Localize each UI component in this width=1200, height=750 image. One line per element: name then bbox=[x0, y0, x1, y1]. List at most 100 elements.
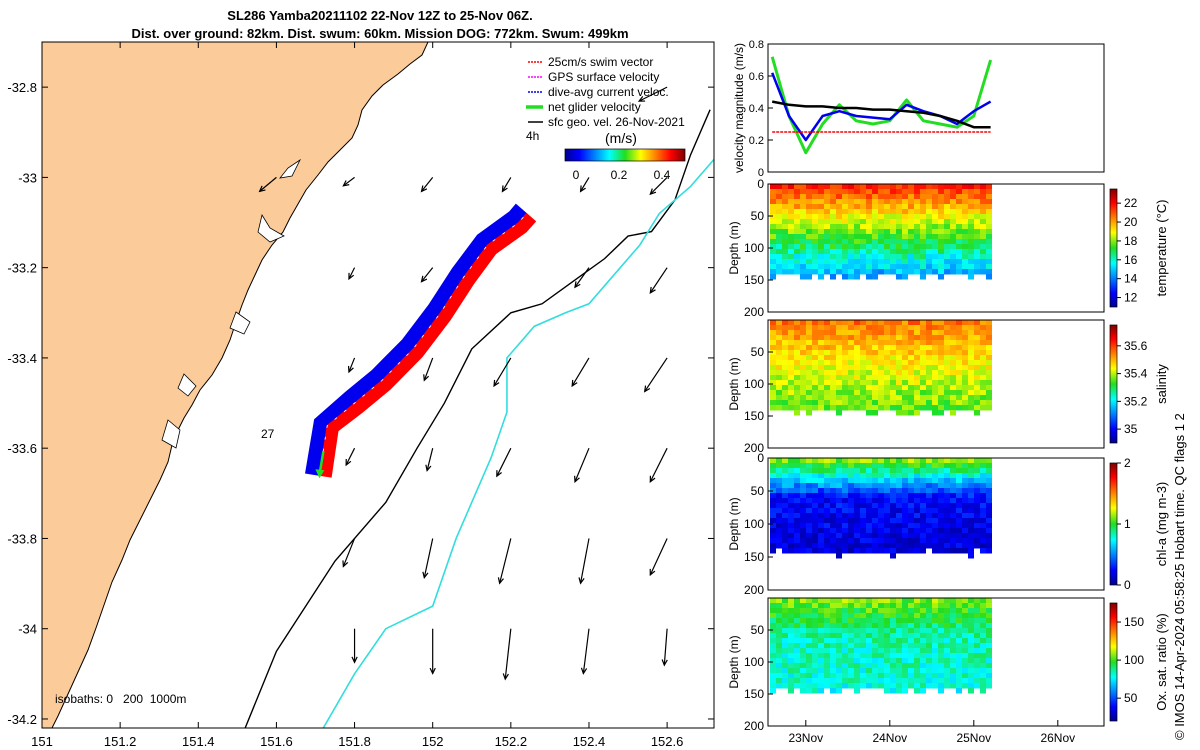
map-x-tick-label: 152.2 bbox=[495, 734, 528, 749]
section-y-tick-label: 0 bbox=[757, 451, 764, 465]
geo-vector-arrow bbox=[347, 357, 356, 374]
section-y-tick-label: 50 bbox=[751, 345, 765, 359]
map-y-tick-label: -33.4 bbox=[7, 351, 37, 366]
speed-colorbar-tick-1: 0.2 bbox=[611, 168, 628, 182]
section-y-tick-label: 200 bbox=[744, 583, 764, 597]
isobath-1000m-line bbox=[322, 158, 714, 728]
map-y-axis: -32.8 -33 -33.2 -33.4 -33.6 -33.8 -34 -34.2 bbox=[7, 80, 714, 727]
land-mass bbox=[42, 42, 429, 728]
speed-colorbar bbox=[564, 148, 686, 162]
section-y-tick-label: 200 bbox=[744, 305, 764, 319]
legend-dive-avg-label: dive-avg current veloc. bbox=[548, 85, 669, 99]
velocity-y-label: velocity magnitude (m/s) bbox=[732, 43, 746, 173]
geo-vector-arrow bbox=[580, 628, 590, 675]
isobath-200m-line bbox=[244, 109, 711, 728]
speed-colorbar-tick-2: 0.4 bbox=[654, 168, 671, 182]
section-panel: 0 50 100 150 200 Depth (m) 12 14 16 18 20 22 tempera… bbox=[727, 177, 1169, 319]
colorbar-tick-label: 35 bbox=[1124, 422, 1138, 436]
imos-footer: © IMOS 14-Apr-2024 05:58:25 Hobart time.… bbox=[1172, 413, 1187, 740]
geostrophic-vector-field bbox=[258, 86, 668, 681]
section-y-tick-label: 100 bbox=[744, 517, 764, 531]
isobath-legend-label: isobaths: 0 200 1000m bbox=[55, 692, 186, 706]
map-x-tick-label: 152 bbox=[422, 734, 444, 749]
colorbar-tick-label: 22 bbox=[1124, 196, 1138, 210]
map-x-tick-label: 152.4 bbox=[573, 734, 606, 749]
colorbar-tick-label: 150 bbox=[1124, 615, 1144, 629]
section-y-label: Depth (m) bbox=[727, 221, 741, 274]
colorbar-tick-label: 1 bbox=[1124, 517, 1131, 531]
section-y-tick-label: 150 bbox=[744, 273, 764, 287]
time-x-axis: 23Nov 24Nov 25Nov 26Nov bbox=[788, 720, 1075, 745]
section-heatmap-cells bbox=[770, 458, 992, 559]
map-y-tick-label: -34.2 bbox=[7, 712, 37, 727]
colorbar-tick-label: 16 bbox=[1124, 253, 1138, 267]
colorbar-unit-label: (m/s) bbox=[605, 130, 637, 146]
section-y-label: Depth (m) bbox=[727, 635, 741, 688]
colorbar-tick-label: 50 bbox=[1124, 691, 1138, 705]
legend-sfc-geo-label: sfc geo. vel. 26-Nov-2021 bbox=[548, 115, 685, 129]
map-x-axis: 151 151.2 151.4 151.6 151.8 152 152.2 152.4 152.… bbox=[31, 42, 683, 749]
section-heatmap-cells bbox=[770, 598, 992, 694]
map-y-tick-label: -34 bbox=[18, 622, 37, 637]
section-y-tick-label: 50 bbox=[751, 209, 765, 223]
colorbar-label: chl-a (mg m-3) bbox=[1154, 482, 1169, 567]
section-y-tick-label: 0 bbox=[757, 177, 764, 191]
glider-track bbox=[305, 203, 537, 479]
velocity-y-tick-label: 0.6 bbox=[749, 71, 764, 83]
geo-vector-arrow bbox=[661, 628, 668, 667]
velocity-series-line bbox=[771, 72, 992, 142]
colorbar-tick-label: 14 bbox=[1124, 272, 1138, 286]
velocity-y-tick-label: 0.2 bbox=[749, 135, 764, 147]
geo-vector-arrow bbox=[342, 538, 356, 568]
section-colorbar bbox=[1109, 324, 1118, 444]
section-panel: 0 50 100 150 200 Depth (m) 0 1 2 chl-a (mg m-3) bbox=[727, 451, 1169, 597]
isobath-marker-label: 27 bbox=[261, 427, 275, 441]
track-centre-line bbox=[319, 213, 527, 476]
geo-vector-arrow bbox=[423, 357, 434, 382]
map-title-line-1: SL286 Yamba20211102 22-Nov 12Z to 25-Nov… bbox=[227, 8, 533, 23]
colorbar-tick-label: 35.4 bbox=[1124, 367, 1148, 381]
colorbar-label: Ox. sat. ratio (%) bbox=[1154, 613, 1169, 711]
velocity-magnitude-panel: 0 0.2 0.4 0.6 0.8 velocity magnitude (m/s) bbox=[732, 39, 1105, 179]
geo-vector-arrow bbox=[497, 538, 512, 585]
time-step-label: 4h bbox=[526, 129, 539, 143]
colorbar-tick-label: 12 bbox=[1124, 291, 1138, 305]
colorbar-tick-label: 35.6 bbox=[1124, 339, 1148, 353]
geo-vector-arrow bbox=[493, 357, 512, 388]
velocity-y-tick-label: 0.4 bbox=[749, 103, 764, 115]
section-y-tick-label: 150 bbox=[744, 687, 764, 701]
map-x-tick-label: 151.2 bbox=[104, 734, 137, 749]
geo-vector-arrow bbox=[574, 447, 590, 484]
coastline-inlets bbox=[161, 158, 302, 449]
geo-vector-arrow bbox=[637, 86, 668, 102]
map-y-tick-label: -32.8 bbox=[7, 80, 37, 95]
section-y-tick-label: 50 bbox=[751, 623, 765, 637]
section-y-tick-label: 150 bbox=[744, 409, 764, 423]
colorbar-tick-label: 20 bbox=[1124, 215, 1138, 229]
section-y-label: Depth (m) bbox=[727, 497, 741, 550]
map-y-tick-label: -33.2 bbox=[7, 261, 37, 276]
map-x-tick-label: 152.6 bbox=[651, 734, 684, 749]
geo-vector-arrow bbox=[501, 177, 512, 193]
speed-colorbar-tick-0: 0 bbox=[573, 168, 580, 182]
legend-swim-vector-label: 25cm/s swim vector bbox=[548, 55, 653, 69]
time-x-tick-label: 25Nov bbox=[956, 731, 991, 745]
map-x-tick-label: 151 bbox=[31, 734, 53, 749]
section-y-tick-label: 100 bbox=[744, 655, 764, 669]
geo-vector-arrow bbox=[643, 357, 668, 393]
geo-vector-arrow bbox=[258, 176, 277, 193]
velocity-y-tick-label: 0.8 bbox=[749, 39, 764, 51]
geo-vector-arrow bbox=[649, 176, 668, 196]
time-x-tick-label: 24Nov bbox=[872, 731, 907, 745]
section-colorbar bbox=[1109, 188, 1118, 308]
velocity-series-line bbox=[771, 100, 991, 129]
colorbar-label: temperature (°C) bbox=[1154, 200, 1169, 297]
geo-vector-arrow bbox=[351, 628, 358, 664]
map-y-tick-label: -33.6 bbox=[7, 441, 37, 456]
legend-net-glider-label: net glider velocity bbox=[548, 100, 641, 114]
colorbar-tick-label: 0 bbox=[1124, 578, 1131, 592]
velocity-series-line bbox=[770, 56, 993, 155]
velocity-y-axis: 0 0.2 0.4 0.6 0.8 bbox=[749, 39, 773, 179]
map-y-tick-label: -33.8 bbox=[7, 531, 37, 546]
